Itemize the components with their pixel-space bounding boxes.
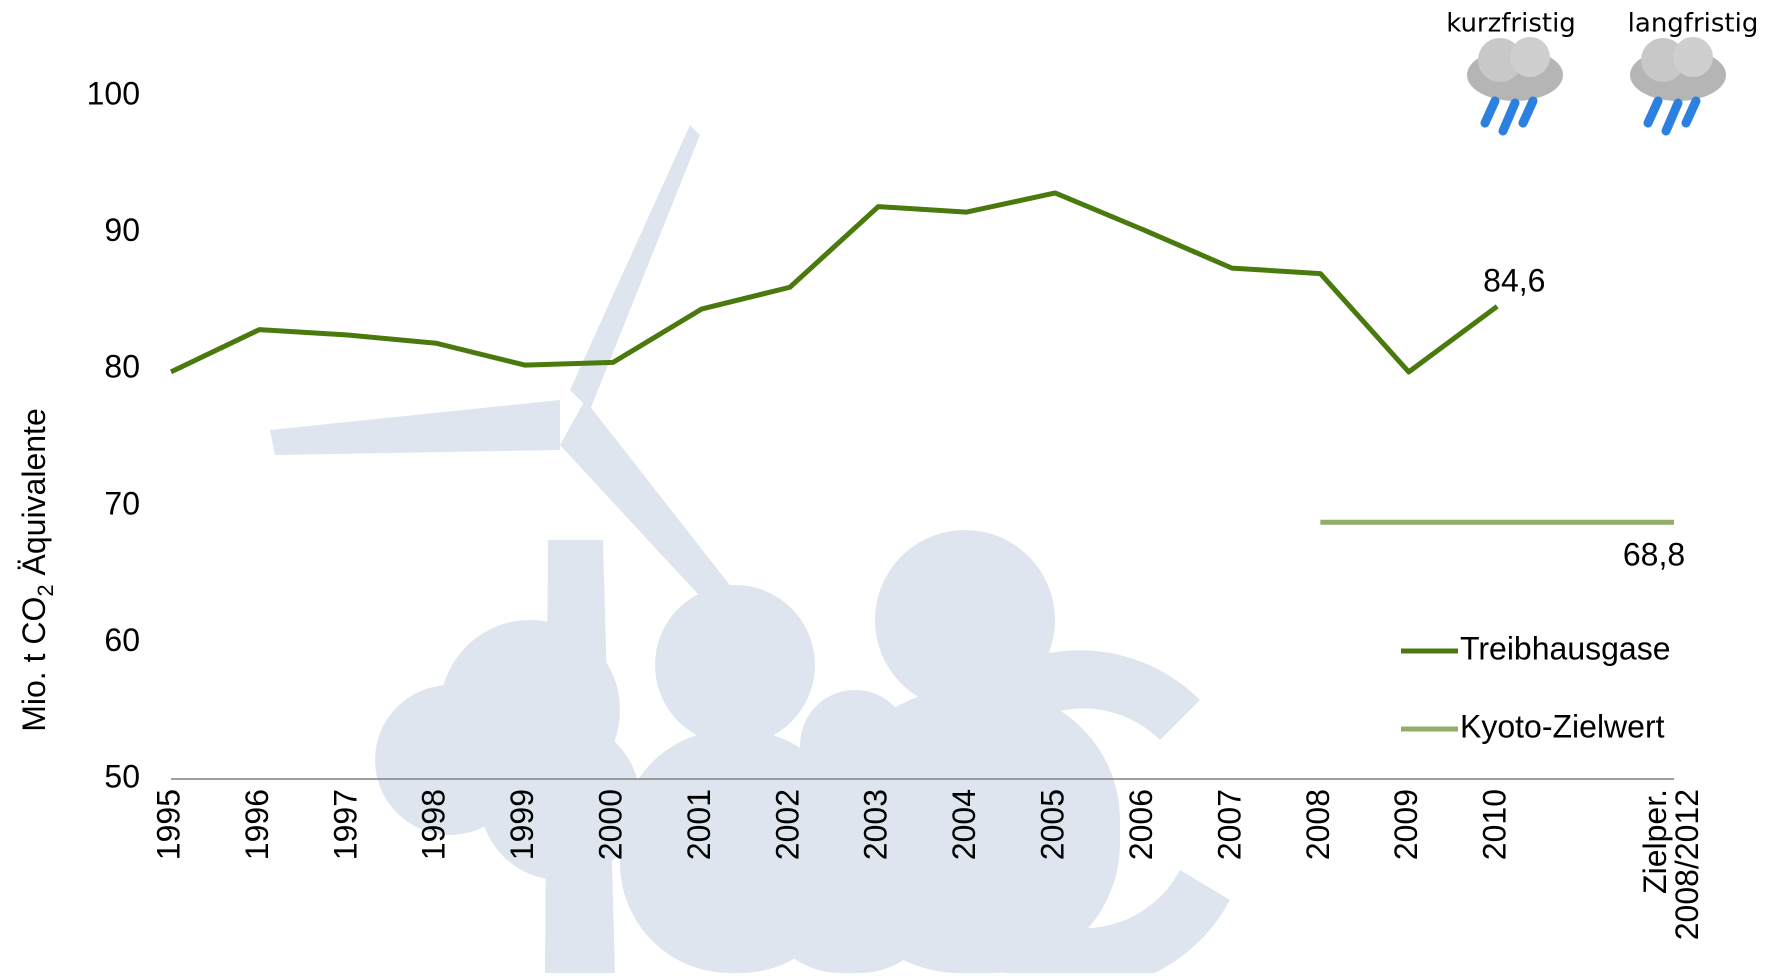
annotation: kurzfristig (1446, 9, 1576, 39)
x-tick-label: 2000 (593, 789, 629, 860)
annotation: langfristig (1628, 9, 1759, 39)
x-tick-label: 1998 (416, 789, 452, 860)
x-tick-label: 2003 (858, 789, 894, 860)
legend-label: Treibhausgase (1460, 630, 1671, 666)
x-tick-label: 2008 (1300, 789, 1336, 860)
y-tick-label: 100 (87, 75, 140, 111)
x-tick-label: 2001 (681, 789, 717, 860)
x-tick-label: 2002 (769, 789, 805, 860)
y-tick-label: 80 (104, 349, 140, 385)
watermark (270, 125, 1230, 973)
x-tick-label: 1995 (150, 789, 186, 860)
y-tick-label: 60 (104, 622, 140, 658)
y-axis-title: Mio. t CO2 Äquivalente (16, 408, 58, 732)
y-title-subscript: 2 (33, 584, 58, 596)
value-label: 68,8 (1623, 536, 1685, 572)
x-tick-label: 2007 (1211, 789, 1247, 860)
x-tick-label: 2004 (946, 789, 982, 860)
y-title-part: Mio. t CO (16, 597, 52, 732)
x-tick-label: 2006 (1123, 789, 1159, 860)
x-tick-label: 1996 (239, 789, 275, 860)
value-label: 84,6 (1483, 262, 1545, 298)
x-tick-label: 2005 (1035, 789, 1071, 860)
x-tick-label: 2010 (1477, 789, 1513, 860)
x-tick-label: 2009 (1388, 789, 1424, 860)
x-tick-label: 1999 (504, 789, 540, 860)
y-tick-label: 70 (104, 485, 140, 521)
y-title-part: Äquivalente (16, 408, 52, 584)
cloud-icon (1467, 37, 1726, 131)
y-tick-label: 50 (104, 758, 140, 794)
x-tick-label: Zielper.2008/2012 (1637, 789, 1705, 940)
x-tick-label: 1997 (327, 789, 363, 860)
chart: Mio. t CO2 Äquivalente kurzfristig langf… (0, 0, 1777, 973)
legend-label: Kyoto-Zielwert (1460, 708, 1665, 744)
line-series (171, 193, 1497, 372)
y-tick-label: 90 (104, 212, 140, 248)
